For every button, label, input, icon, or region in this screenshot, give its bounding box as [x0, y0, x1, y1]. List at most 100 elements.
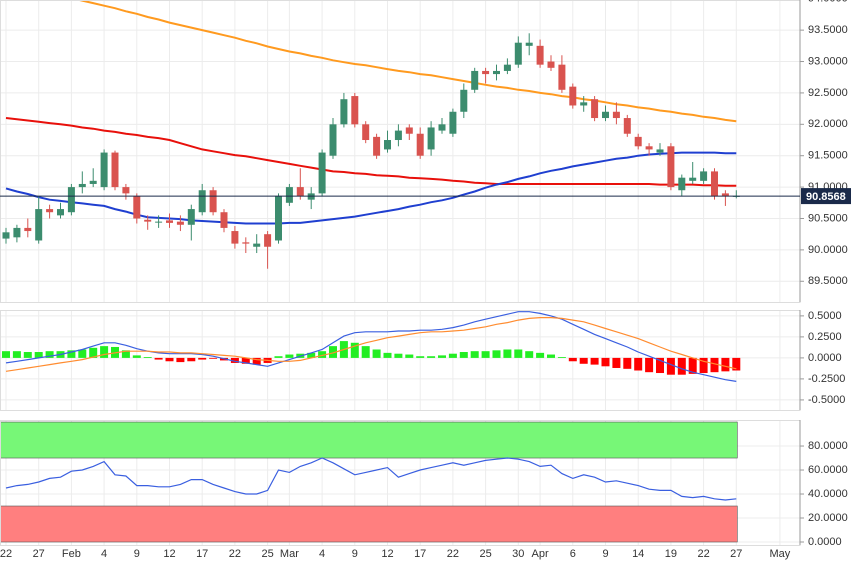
- x-tick-label: 19: [665, 548, 677, 560]
- histogram-bar: [198, 357, 207, 360]
- histogram-bar: [568, 357, 577, 362]
- candle-body: [187, 209, 195, 225]
- candle-body: [525, 42, 533, 46]
- candle-body: [482, 70, 490, 75]
- histogram-bar: [427, 356, 436, 358]
- histogram-bar: [438, 355, 446, 358]
- y-tick-label: 92.5000: [808, 87, 848, 99]
- histogram-bar: [557, 357, 566, 358]
- candle-body: [89, 180, 97, 184]
- candle-body: [46, 209, 54, 213]
- candle-body: [460, 89, 468, 112]
- histogram-bar: [677, 357, 686, 375]
- histogram-bar: [78, 349, 87, 358]
- candle-body: [67, 187, 75, 213]
- histogram-bar: [634, 357, 643, 371]
- histogram-bar: [688, 357, 697, 374]
- x-tick-label: 22: [229, 548, 241, 560]
- candle-body: [384, 140, 391, 150]
- candle-body: [351, 96, 359, 125]
- histogram-bar: [590, 357, 599, 365]
- histogram-bar: [230, 357, 239, 363]
- candle-body: [602, 111, 609, 119]
- histogram-bar: [100, 346, 109, 358]
- candle-body: [220, 212, 228, 228]
- histogram-bar: [274, 356, 283, 358]
- y-tick-label: 0.2500: [808, 331, 842, 343]
- panel: [0, 0, 800, 302]
- candle-body: [362, 124, 370, 141]
- candle-body: [667, 146, 675, 188]
- x-tick-label: 27: [730, 548, 742, 560]
- y-tick-label: 92.0000: [808, 118, 848, 130]
- candle-body: [209, 190, 217, 213]
- band: [0, 421, 738, 459]
- histogram-bar: [121, 350, 130, 358]
- histogram-bar: [2, 351, 10, 358]
- histogram-bar: [459, 352, 468, 358]
- candle-body: [133, 196, 141, 219]
- candle-body: [580, 102, 588, 106]
- histogram-bar: [329, 346, 337, 358]
- x-tick-label: 30: [512, 548, 524, 560]
- y-tick-label: 0.0000: [808, 536, 842, 548]
- histogram-bar: [187, 357, 196, 362]
- y-tick-label: 40.0000: [808, 488, 848, 500]
- candle-body: [656, 149, 664, 153]
- histogram-bar: [732, 357, 741, 371]
- candle-body: [111, 152, 119, 188]
- histogram-bar: [612, 357, 621, 368]
- histogram-bar: [372, 349, 381, 358]
- x-tick-label: 6: [570, 548, 576, 560]
- x-tick-label: 17: [414, 548, 426, 560]
- candle-body: [405, 127, 413, 134]
- candle-body: [427, 127, 435, 150]
- y-tick-label: 0.0000: [808, 352, 842, 364]
- line: [5, 457, 737, 501]
- x-tick-label: May: [770, 548, 791, 560]
- panel: [0, 420, 800, 545]
- candle-body: [591, 99, 599, 119]
- histogram-bar: [699, 357, 708, 374]
- candle-body: [569, 86, 577, 106]
- candle-body: [645, 146, 653, 150]
- line: [5, 151, 737, 225]
- candle-body: [285, 187, 293, 203]
- x-tick-label: 22: [697, 548, 709, 560]
- histogram-bar: [547, 354, 555, 358]
- histogram-bar: [394, 353, 403, 358]
- candle-body: [634, 136, 642, 147]
- candle-body: [329, 124, 337, 156]
- y-tick-label: 80.0000: [808, 440, 848, 452]
- candle-body: [57, 209, 64, 216]
- candle-body: [35, 209, 43, 241]
- histogram-bar: [132, 355, 141, 358]
- x-tick-label: 9: [134, 548, 140, 560]
- candle-body: [2, 232, 10, 239]
- histogram-bar: [45, 351, 54, 358]
- x-tick-label: 9: [352, 548, 358, 560]
- histogram-bar: [89, 347, 98, 358]
- histogram-bar: [361, 346, 370, 358]
- y-tick-label: 20.0000: [808, 512, 848, 524]
- histogram-bar: [470, 351, 479, 358]
- candle-body: [78, 183, 86, 188]
- line: [5, 117, 737, 187]
- last-price-box: [801, 188, 851, 205]
- candle-body: [24, 227, 32, 232]
- candle-body: [612, 111, 620, 119]
- histogram-bar: [481, 351, 490, 358]
- histogram-bar: [34, 352, 43, 358]
- candle-body: [264, 234, 272, 247]
- candle-body: [547, 61, 555, 68]
- y-tick-label: 89.5000: [808, 275, 848, 287]
- histogram-bar: [579, 357, 588, 364]
- histogram-bar: [209, 357, 218, 359]
- candle-body: [536, 45, 544, 65]
- candle-body: [100, 152, 108, 188]
- y-tick-label: 93.0000: [808, 55, 848, 67]
- x-tick-label: 17: [196, 548, 208, 560]
- candle-body: [166, 220, 173, 223]
